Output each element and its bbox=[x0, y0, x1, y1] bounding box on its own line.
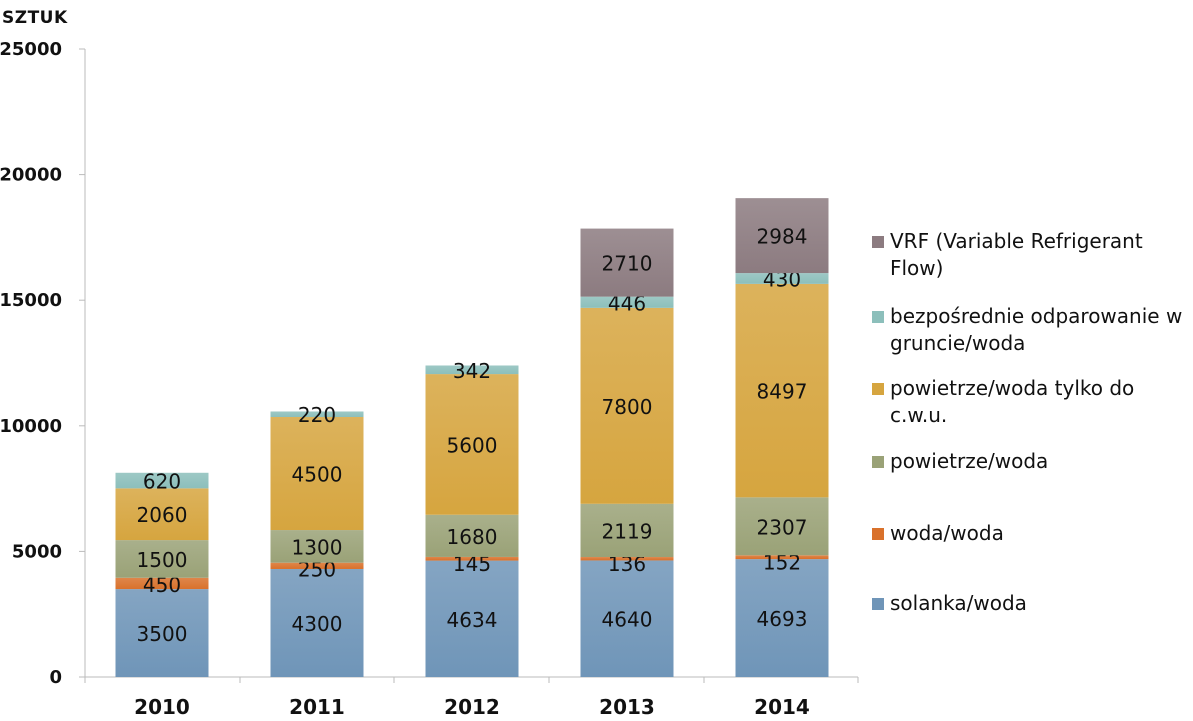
bar-segment bbox=[580, 307, 674, 504]
data-label: 620 bbox=[143, 470, 181, 494]
x-tick-label: 2014 bbox=[754, 695, 810, 719]
legend-swatch bbox=[872, 383, 884, 395]
bar-segment bbox=[735, 198, 829, 274]
bar-segment bbox=[580, 228, 674, 297]
legend-item: solanka/woda bbox=[872, 590, 1190, 617]
bar-segment bbox=[580, 557, 674, 561]
data-label: 342 bbox=[453, 359, 491, 383]
bar-segment bbox=[580, 560, 674, 677]
y-axis-unit-label: SZTUK bbox=[2, 8, 68, 28]
bar-segment bbox=[425, 560, 519, 677]
bar-segment bbox=[735, 497, 829, 556]
data-label: 1300 bbox=[292, 535, 343, 559]
data-label: 2984 bbox=[757, 225, 808, 249]
y-tick-label: 15000 bbox=[0, 290, 62, 311]
bar-segment bbox=[425, 374, 519, 515]
x-tick-label: 2011 bbox=[289, 695, 345, 719]
data-label: 1680 bbox=[447, 525, 498, 549]
legend-label: VRF (Variable Refrigerant Flow) bbox=[890, 229, 1143, 280]
data-label: 220 bbox=[298, 403, 336, 427]
legend-swatch bbox=[872, 236, 884, 248]
data-label: 4300 bbox=[292, 612, 343, 636]
bar-segment bbox=[115, 577, 209, 590]
data-label: 4634 bbox=[447, 608, 498, 632]
bar-segment bbox=[270, 411, 364, 418]
data-label: 4500 bbox=[292, 463, 343, 487]
data-label: 2060 bbox=[137, 503, 188, 527]
bar-segment bbox=[735, 555, 829, 560]
legend-label: powietrze/woda bbox=[890, 449, 1049, 473]
y-tick-label: 0 bbox=[49, 667, 62, 688]
legend-swatch bbox=[872, 311, 884, 323]
bar-segment bbox=[270, 530, 364, 563]
data-label: 4693 bbox=[757, 607, 808, 631]
legend-label: powietrze/woda tylko do c.w.u. bbox=[890, 376, 1135, 427]
data-label: 2710 bbox=[602, 252, 653, 276]
data-label: 5600 bbox=[447, 433, 498, 457]
legend-item: woda/woda bbox=[872, 520, 1190, 547]
legend-swatch bbox=[872, 456, 884, 468]
bar-segment bbox=[425, 556, 519, 561]
legend-item: bezpośrednie odparowanie w gruncie/woda bbox=[872, 303, 1190, 357]
legend-item: powietrze/woda bbox=[872, 448, 1190, 475]
data-label: 7800 bbox=[602, 395, 653, 419]
bar-segment bbox=[270, 417, 364, 531]
legend-label: bezpośrednie odparowanie w gruncie/woda bbox=[890, 304, 1183, 355]
data-label: 8497 bbox=[757, 380, 808, 404]
bar-segment bbox=[115, 488, 209, 541]
bar-segment bbox=[270, 568, 364, 677]
bar-segment bbox=[580, 296, 674, 308]
legend-swatch bbox=[872, 598, 884, 610]
data-label: 2119 bbox=[602, 519, 653, 543]
bar-segment bbox=[425, 514, 519, 557]
legend-item: VRF (Variable Refrigerant Flow) bbox=[872, 228, 1190, 282]
data-label: 3500 bbox=[137, 622, 188, 646]
data-label: 4640 bbox=[602, 608, 653, 632]
bar-segment bbox=[735, 283, 829, 498]
legend-label: solanka/woda bbox=[890, 591, 1027, 615]
bar-segment bbox=[580, 503, 674, 558]
bar-segment bbox=[115, 589, 209, 677]
bar-segment bbox=[735, 273, 829, 284]
data-label: 2307 bbox=[757, 515, 808, 539]
legend-label: woda/woda bbox=[890, 521, 1004, 545]
bar-segment bbox=[270, 562, 364, 569]
legend-swatch bbox=[872, 528, 884, 540]
bar-segment bbox=[115, 540, 209, 578]
legend-item: powietrze/woda tylko do c.w.u. bbox=[872, 375, 1190, 429]
bar-segment bbox=[425, 365, 519, 375]
x-tick-label: 2013 bbox=[599, 695, 655, 719]
bar-segment bbox=[115, 472, 209, 489]
bar-segment bbox=[735, 559, 829, 677]
y-tick-label: 5000 bbox=[12, 541, 62, 562]
x-tick-label: 2012 bbox=[444, 695, 500, 719]
x-tick-label: 2010 bbox=[134, 695, 190, 719]
data-label: 1500 bbox=[137, 548, 188, 572]
y-tick-label: 20000 bbox=[0, 165, 62, 186]
y-tick-label: 25000 bbox=[0, 39, 62, 60]
y-tick-label: 10000 bbox=[0, 416, 62, 437]
